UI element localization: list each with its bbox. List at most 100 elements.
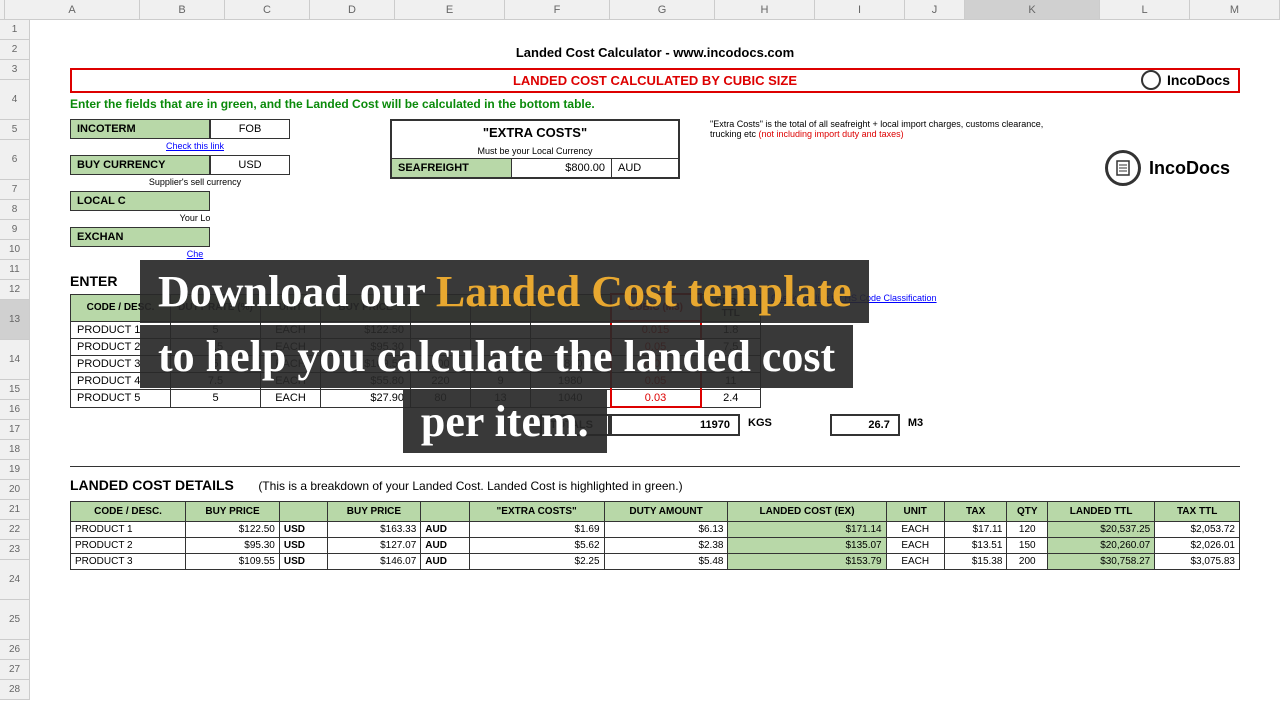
table-cell[interactable]: $2,053.72 bbox=[1155, 522, 1240, 538]
table-cell[interactable]: $2.25 bbox=[469, 554, 604, 570]
row-header[interactable]: 9 bbox=[0, 220, 30, 240]
col-header[interactable]: F bbox=[505, 0, 610, 19]
table-cell[interactable]: $2.38 bbox=[604, 538, 728, 554]
table-cell[interactable]: 150 bbox=[1007, 538, 1048, 554]
row-header[interactable]: 10 bbox=[0, 240, 30, 260]
table-cell[interactable]: $1.69 bbox=[469, 522, 604, 538]
row-header[interactable]: 27 bbox=[0, 660, 30, 680]
exchange-link[interactable]: Che bbox=[70, 249, 320, 259]
table-cell[interactable]: $5.62 bbox=[469, 538, 604, 554]
table-cell[interactable]: $109.55 bbox=[186, 554, 280, 570]
table-cell[interactable]: AUD bbox=[421, 538, 470, 554]
row-header[interactable]: 23 bbox=[0, 540, 30, 560]
table-cell[interactable]: 200 bbox=[1007, 554, 1048, 570]
col-header[interactable]: H bbox=[715, 0, 815, 19]
buy-currency-input[interactable]: USD bbox=[210, 155, 290, 175]
seafreight-input[interactable]: $800.00 bbox=[512, 159, 612, 177]
table-cell[interactable]: $5.48 bbox=[604, 554, 728, 570]
incoterm-input[interactable]: FOB bbox=[210, 119, 290, 139]
row-header[interactable]: 26 bbox=[0, 640, 30, 660]
table-cell[interactable]: $30,758.27 bbox=[1048, 554, 1155, 570]
table-cell[interactable]: $135.07 bbox=[728, 538, 886, 554]
table-cell[interactable]: $171.14 bbox=[728, 522, 886, 538]
details-table[interactable]: CODE / DESC.BUY PRICEBUY PRICE"EXTRA COS… bbox=[70, 501, 1240, 570]
table-cell[interactable]: $20,260.07 bbox=[1048, 538, 1155, 554]
table-cell[interactable]: PRODUCT 3 bbox=[71, 554, 186, 570]
col-header[interactable]: C bbox=[225, 0, 310, 19]
row-header[interactable]: 28 bbox=[0, 680, 30, 700]
col-header[interactable]: J bbox=[905, 0, 965, 19]
row-header[interactable]: 3 bbox=[0, 60, 30, 80]
table-row[interactable]: PRODUCT 1$122.50USD$163.33AUD$1.69$6.13$… bbox=[71, 522, 1240, 538]
table-cell[interactable]: PRODUCT 2 bbox=[71, 538, 186, 554]
row-header[interactable]: 5 bbox=[0, 120, 30, 140]
table-header: CODE / DESC. bbox=[71, 502, 186, 522]
row-header[interactable]: 21 bbox=[0, 500, 30, 520]
col-header[interactable]: K bbox=[965, 0, 1100, 19]
row-header[interactable]: 6 bbox=[0, 140, 30, 180]
banner: LANDED COST CALCULATED BY CUBIC SIZE bbox=[70, 68, 1240, 93]
input-section: INCOTERM FOB Check this link BUY CURRENC… bbox=[70, 119, 1240, 263]
col-header[interactable]: B bbox=[140, 0, 225, 19]
row-header[interactable]: 7 bbox=[0, 180, 30, 200]
col-header[interactable]: E bbox=[395, 0, 505, 19]
row-header[interactable]: 24 bbox=[0, 560, 30, 600]
row-header[interactable]: 13 bbox=[0, 300, 30, 340]
table-cell[interactable]: $6.13 bbox=[604, 522, 728, 538]
row-header[interactable]: 15 bbox=[0, 380, 30, 400]
col-header[interactable]: G bbox=[610, 0, 715, 19]
row-header[interactable]: 8 bbox=[0, 200, 30, 220]
buy-currency-note: Supplier's sell currency bbox=[70, 177, 320, 187]
table-cell[interactable]: $20,537.25 bbox=[1048, 522, 1155, 538]
row-header[interactable]: 20 bbox=[0, 480, 30, 500]
logo-icon bbox=[1105, 150, 1141, 186]
table-cell[interactable]: 120 bbox=[1007, 522, 1048, 538]
row-header[interactable]: 16 bbox=[0, 400, 30, 420]
table-cell[interactable]: $146.07 bbox=[327, 554, 421, 570]
table-cell[interactable]: $15.38 bbox=[944, 554, 1007, 570]
row-header[interactable]: 11 bbox=[0, 260, 30, 280]
table-row[interactable]: PRODUCT 3$109.55USD$146.07AUD$2.25$5.48$… bbox=[71, 554, 1240, 570]
details-title: LANDED COST DETAILS bbox=[70, 477, 234, 493]
brand-text: IncoDocs bbox=[1167, 72, 1230, 88]
table-cell[interactable]: USD bbox=[279, 538, 327, 554]
table-cell[interactable]: $17.11 bbox=[944, 522, 1007, 538]
col-header[interactable]: M bbox=[1190, 0, 1280, 19]
table-cell[interactable]: PRODUCT 1 bbox=[71, 522, 186, 538]
table-cell[interactable]: $95.30 bbox=[186, 538, 280, 554]
table-cell[interactable]: $3,075.83 bbox=[1155, 554, 1240, 570]
row-header[interactable]: 4 bbox=[0, 80, 30, 120]
table-cell[interactable]: USD bbox=[279, 522, 327, 538]
row-header[interactable]: 14 bbox=[0, 340, 30, 380]
col-header[interactable]: L bbox=[1100, 0, 1190, 19]
table-cell[interactable]: $163.33 bbox=[327, 522, 421, 538]
totals-cubic-unit: M3 bbox=[900, 414, 931, 436]
incoterm-label: INCOTERM bbox=[70, 119, 210, 139]
col-header[interactable]: A bbox=[5, 0, 140, 19]
table-row[interactable]: PRODUCT 2$95.30USD$127.07AUD$5.62$2.38$1… bbox=[71, 538, 1240, 554]
col-header[interactable]: D bbox=[310, 0, 395, 19]
row-header[interactable]: 19 bbox=[0, 460, 30, 480]
incoterm-link[interactable]: Check this link bbox=[70, 141, 320, 151]
table-cell[interactable]: AUD bbox=[421, 522, 470, 538]
table-cell[interactable]: $122.50 bbox=[186, 522, 280, 538]
row-header[interactable]: 22 bbox=[0, 520, 30, 540]
table-cell[interactable]: AUD bbox=[421, 554, 470, 570]
seafreight-label: SEAFREIGHT bbox=[392, 159, 512, 177]
table-cell[interactable]: USD bbox=[279, 554, 327, 570]
col-header[interactable]: I bbox=[815, 0, 905, 19]
table-cell[interactable]: $153.79 bbox=[728, 554, 886, 570]
table-cell[interactable]: $13.51 bbox=[944, 538, 1007, 554]
table-cell[interactable]: EACH bbox=[886, 522, 944, 538]
table-cell[interactable]: $2,026.01 bbox=[1155, 538, 1240, 554]
table-cell[interactable]: EACH bbox=[886, 538, 944, 554]
table-cell[interactable]: EACH bbox=[886, 554, 944, 570]
row-header[interactable]: 17 bbox=[0, 420, 30, 440]
row-header[interactable]: 12 bbox=[0, 280, 30, 300]
row-header[interactable]: 18 bbox=[0, 440, 30, 460]
row-header[interactable]: 25 bbox=[0, 600, 30, 640]
row-header[interactable]: 1 bbox=[0, 20, 30, 40]
extra-title: "EXTRA COSTS" bbox=[392, 121, 678, 144]
row-header[interactable]: 2 bbox=[0, 40, 30, 60]
table-cell[interactable]: $127.07 bbox=[327, 538, 421, 554]
